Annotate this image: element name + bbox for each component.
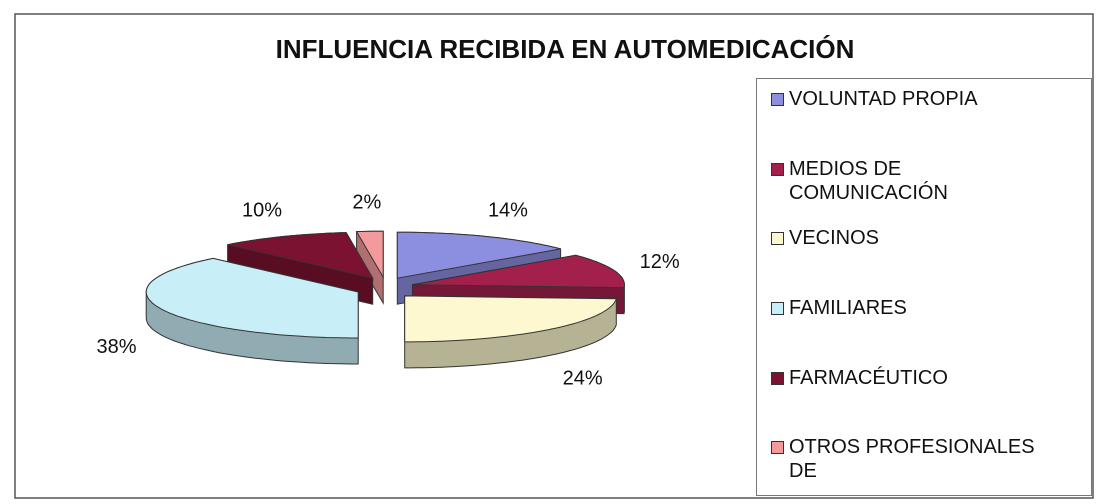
- legend-swatch: [771, 232, 784, 246]
- legend-item: OTROS PROFESIONALES DE: [771, 435, 1091, 483]
- legend-item: FARMACÉUTICO: [771, 366, 1091, 390]
- legend-swatch: [771, 441, 784, 455]
- pie-slice: [404, 295, 618, 343]
- data-label: 2%: [352, 191, 381, 213]
- legend-item: VOLUNTAD PROPIA: [771, 87, 1091, 111]
- legend-item: FAMILIARES: [771, 296, 1091, 320]
- legend-swatch: [771, 371, 784, 385]
- legend-swatch: [771, 302, 784, 315]
- data-label: 10%: [242, 199, 282, 221]
- pie-slice: [412, 254, 625, 289]
- pie-slice: [145, 257, 359, 339]
- legend-label: VOLUNTAD PROPIA: [789, 88, 978, 110]
- legend-label: MEDIOS DE COMUNICACIÓN: [789, 157, 948, 204]
- data-label: 24%: [563, 367, 603, 389]
- chart-title: INFLUENCIA RECIBIDA EN AUTOMEDICACIÓN: [276, 34, 855, 64]
- data-label: 12%: [640, 251, 680, 273]
- legend: VOLUNTAD PROPIA MEDIOS DE COMUNICACIÓN VEC…: [756, 78, 1092, 496]
- pie-slice: [396, 231, 561, 279]
- data-label: 38%: [96, 336, 136, 358]
- legend-swatch: [771, 93, 784, 106]
- pie-slice: [355, 230, 384, 280]
- legend-item: MEDIOS DE COMUNICACIÓN: [771, 157, 1091, 205]
- legend-label: VECINOS: [789, 227, 880, 250]
- legend-label: OTROS PROFESIONALES DE: [789, 436, 1035, 483]
- legend-swatch: [771, 162, 784, 176]
- legend-label: FARMACÉUTICO: [789, 366, 948, 389]
- pie-slice: [227, 232, 374, 279]
- legend-label: FAMILIARES: [789, 297, 907, 319]
- data-label: 14%: [488, 199, 528, 221]
- legend-item: VECINOS: [771, 226, 1091, 250]
